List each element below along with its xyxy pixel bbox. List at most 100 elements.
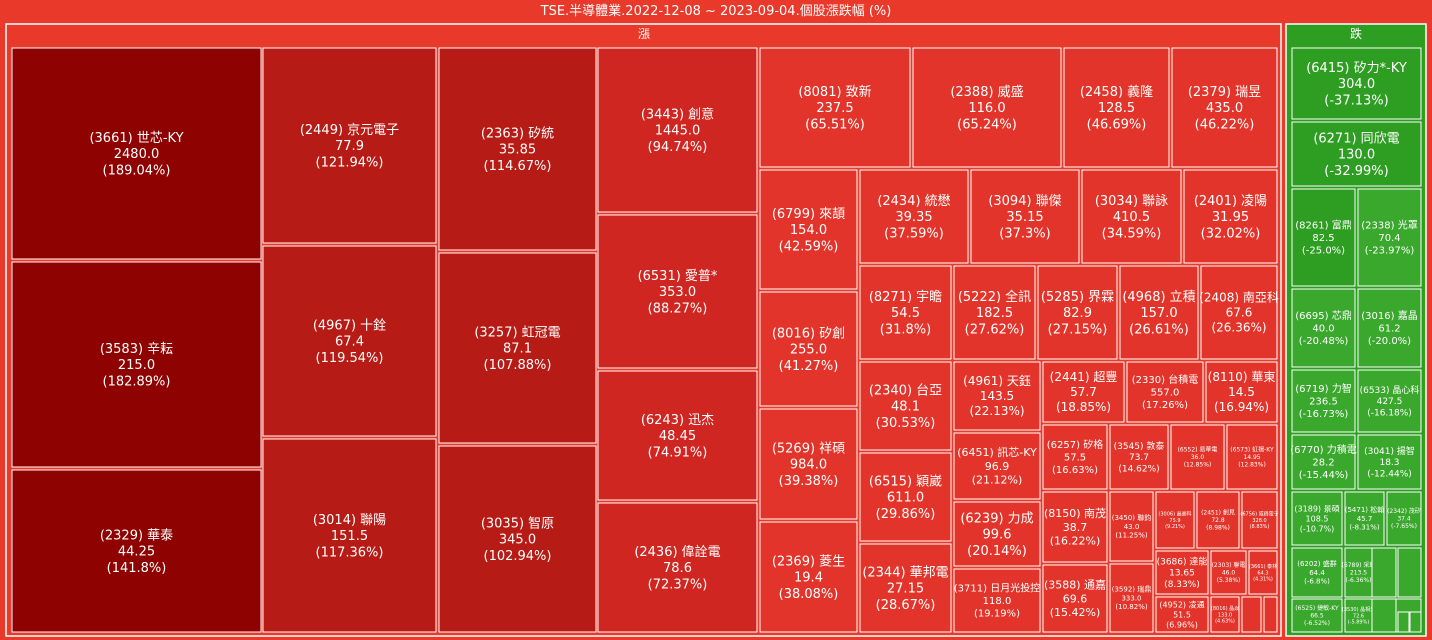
- tile-change: (16.22%): [1050, 535, 1101, 548]
- treemap-tile-rect: [1357, 188, 1422, 287]
- tile-price: 66.5: [1310, 613, 1324, 620]
- tile-label: (6525) 捷敏-KY: [1295, 604, 1339, 612]
- tile-change: (21.12%): [972, 474, 1023, 487]
- treemap-tile: (6695) 芯鼎 40.0(-20.48%): [1291, 288, 1356, 368]
- tile-change: (-8.31%): [1349, 524, 1379, 532]
- tile-change: (6.96%): [1166, 620, 1198, 629]
- tile-label: (5269) 祥碩: [772, 441, 845, 456]
- treemap-tile-rect: [1042, 564, 1108, 633]
- tile-change: (30.53%): [876, 416, 936, 431]
- tile-change: (20.14%): [967, 544, 1027, 559]
- treemap-tile-rect: [759, 291, 858, 407]
- tile-label: (3443) 創意: [641, 106, 714, 122]
- tile-label: (6799) 來頡: [772, 207, 845, 222]
- treemap-tile: [1371, 547, 1397, 598]
- tile-price: 2480.0: [114, 147, 160, 162]
- tile-price: 984.0: [790, 458, 827, 473]
- tile-price: 333.0: [1121, 594, 1141, 602]
- tile-label: (3588) 通嘉: [1044, 578, 1106, 592]
- tile-price: 38.7: [1063, 521, 1088, 534]
- tile-change: (41.27%): [779, 359, 839, 374]
- tile-change: (-10.7%): [1300, 524, 1335, 533]
- tile-label: (2449) 京元電子: [300, 123, 399, 138]
- tile-price: 87.1: [503, 342, 532, 357]
- tile-label: (6719) 力智: [1295, 382, 1351, 395]
- tile-label: (2451) 創見: [1201, 509, 1235, 517]
- tile-label: (3661) 世芯-KY: [89, 131, 183, 146]
- tile-label: (3686) 達能: [1157, 555, 1208, 567]
- tile-change: (27.62%): [965, 322, 1025, 337]
- tile-label: (3583) 辛耘: [100, 342, 173, 357]
- treemap-tile-rect: [953, 265, 1036, 360]
- tile-label: (2329) 華泰: [100, 528, 173, 543]
- treemap-tile-rect: [1126, 361, 1204, 423]
- tile-change: (-16.18%): [1367, 408, 1412, 418]
- tile-change: (46.69%): [1087, 117, 1147, 132]
- tile-change: (17.26%): [1142, 400, 1188, 411]
- tile-change: (37.3%): [999, 226, 1050, 241]
- tile-label: (3545) 敦泰: [1114, 440, 1165, 452]
- tile-change: (27.15%): [1048, 322, 1108, 337]
- tile-price: 75.9: [1169, 518, 1180, 524]
- tile-label: (2458) 義隆: [1080, 84, 1153, 100]
- tile-label: (8081) 致新: [798, 84, 871, 100]
- tile-price: 328.0: [1252, 518, 1266, 524]
- tile-change: (8.98%): [1206, 525, 1230, 532]
- treemap-tile-rect: [759, 169, 858, 290]
- treemap-tile: (6770) 力積電 28.2(-15.44%): [1290, 434, 1357, 490]
- tile-price: 157.0: [1140, 306, 1177, 321]
- treemap-tile-rect: [859, 169, 969, 264]
- tile-price: 116.0: [968, 101, 1005, 116]
- treemap-tile: [1371, 598, 1397, 633]
- tile-price: 57.5: [1064, 453, 1086, 464]
- treemap-tile-rect: [1171, 47, 1278, 168]
- tile-change: (16.94%): [1214, 400, 1269, 414]
- tile-label: (4961) 天鈺: [963, 373, 1031, 388]
- treemap-tile: [1409, 611, 1422, 633]
- treemap-tile-rect: [1291, 434, 1356, 490]
- tile-change: (88.27%): [648, 301, 708, 316]
- treemap-tile-rect: [1344, 491, 1385, 546]
- tile-price: 557.0: [1151, 388, 1180, 399]
- tile-label: (6415) 矽力*-KY: [1306, 61, 1407, 76]
- treemap-tile-rect: [1155, 491, 1195, 549]
- tile-price: 133.0: [1218, 612, 1232, 618]
- tile-price: 215.0: [118, 358, 155, 373]
- tile-label: (8016) 晶焱: [1211, 606, 1239, 612]
- tile-change: (65.24%): [957, 117, 1017, 132]
- tile-change: (16.63%): [1052, 465, 1098, 476]
- treemap-tile-rect: [1063, 47, 1170, 168]
- tile-change: (4.63%): [1215, 619, 1235, 625]
- treemap-tile: [1397, 547, 1422, 598]
- treemap-tile: (2330) 台積電 557.0(17.26%): [1126, 361, 1204, 423]
- tile-price: 70.4: [1378, 233, 1400, 244]
- group-up: 漲: [5, 23, 1282, 637]
- tile-change: (28.67%): [876, 598, 936, 613]
- treemap-tile-rect: [1155, 596, 1209, 633]
- treemap-tile: [1241, 596, 1262, 633]
- treemap-tile-rect: [1291, 547, 1343, 598]
- treemap-tile-rect: [859, 543, 952, 633]
- tile-label: (3189) 景碩: [1294, 504, 1339, 513]
- tile-price: 213.5: [1350, 570, 1367, 577]
- tile-change: (-7.65%): [1391, 523, 1417, 530]
- treemap-tile: (2363) 矽統 35.85(114.67%): [438, 47, 597, 251]
- tile-change: (117.36%): [316, 545, 384, 560]
- treemap-tile: (8016) 矽創 255.0(41.27%): [759, 291, 858, 407]
- treemap-tile-rect: [1248, 550, 1278, 595]
- tile-price: 143.5: [980, 389, 1014, 403]
- tile-label: (5222) 全訊: [958, 289, 1031, 305]
- tile-change: (18.85%): [1056, 400, 1111, 414]
- tile-label: (3450) 聯鈞: [1112, 513, 1152, 522]
